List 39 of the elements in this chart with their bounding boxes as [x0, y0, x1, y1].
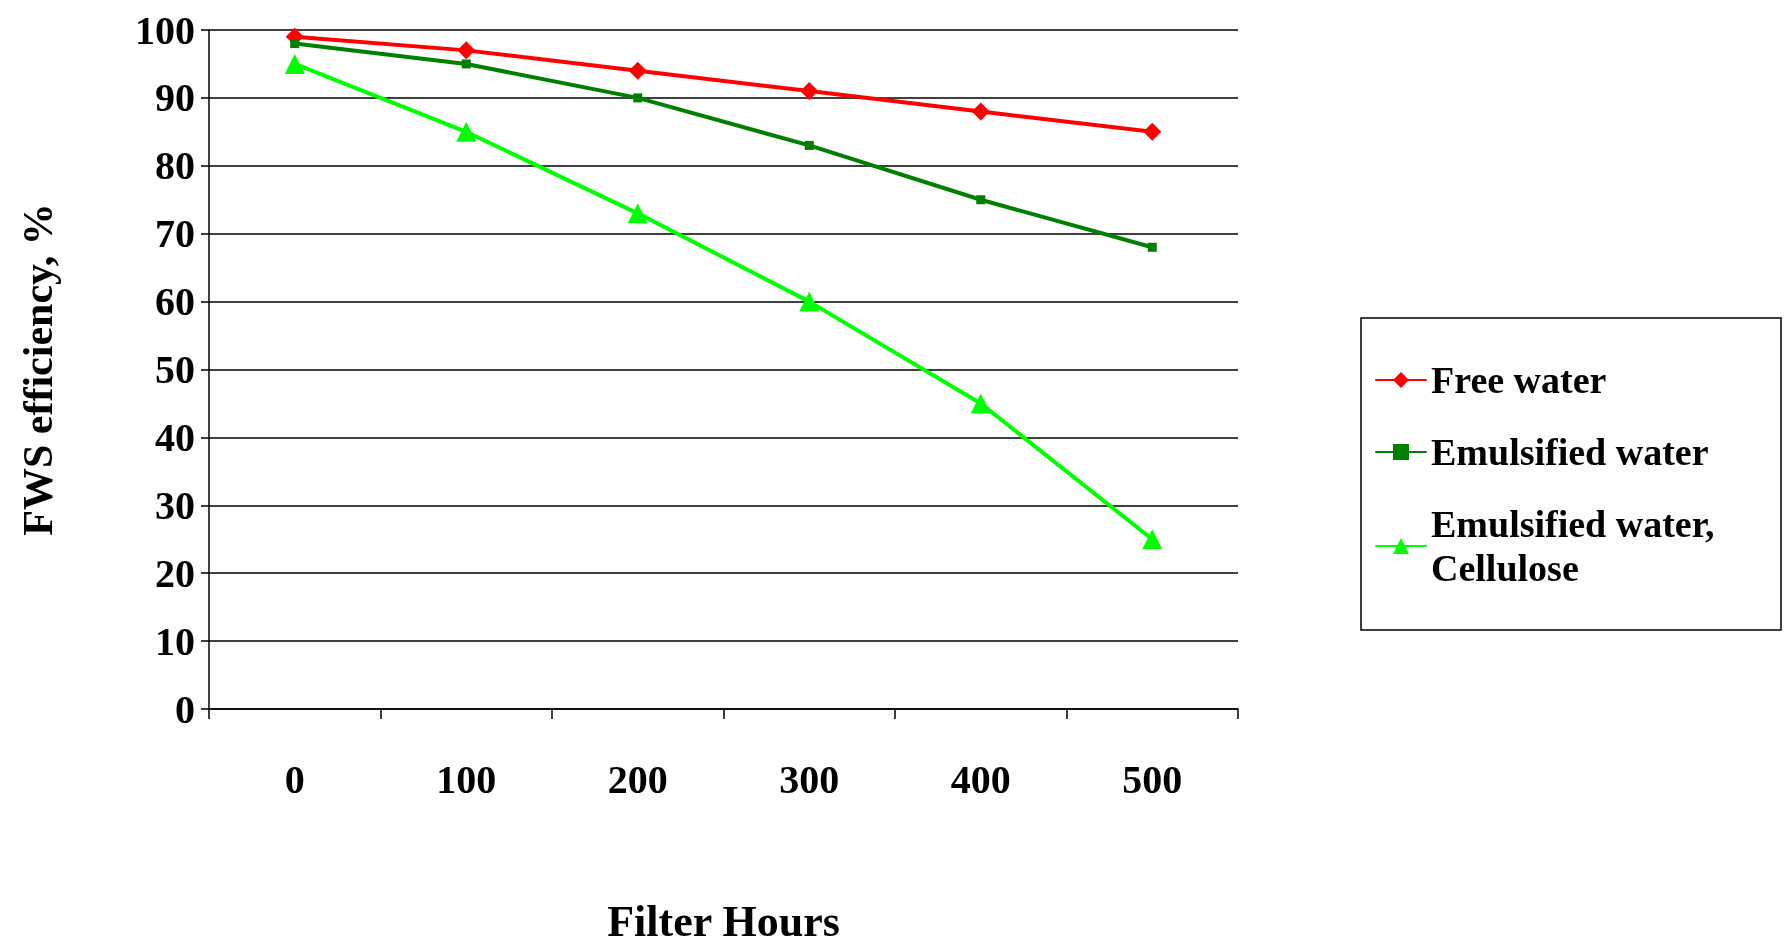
point: [976, 195, 986, 205]
x-tick-label: 300: [779, 756, 840, 802]
point: [627, 203, 648, 224]
legend-label: Emulsified water, Cellulose: [1431, 503, 1725, 589]
y-tick-label: 40: [155, 414, 195, 460]
point: [461, 59, 471, 69]
legend-label: Free water: [1431, 359, 1607, 401]
x-axis-title: Filter Hours: [607, 896, 840, 946]
point: [633, 93, 643, 103]
point: [1142, 529, 1163, 550]
y-tick-label: 30: [155, 482, 195, 528]
y-tick-label: 0: [175, 686, 195, 732]
x-tick-label: 200: [607, 756, 668, 802]
point: [628, 61, 647, 80]
y-tick-label: 80: [155, 143, 195, 189]
y-tick-label: 20: [155, 550, 195, 596]
x-tick-label: 0: [284, 756, 305, 802]
y-tick-label: 50: [155, 347, 195, 392]
y-tick-label: 70: [155, 211, 195, 257]
x-tick-label: 400: [950, 756, 1011, 802]
point: [970, 393, 991, 414]
point: [800, 82, 819, 101]
y-tick-label: 90: [155, 75, 195, 121]
x-tick-label: 100: [436, 756, 497, 802]
y-tick-label: 60: [155, 279, 195, 325]
y-axis-title: FWS efficiency, %: [15, 203, 61, 536]
x-tick-label: 500: [1122, 756, 1183, 802]
y-tick-label: 100: [135, 7, 195, 53]
legend-label: Emulsified water: [1431, 431, 1709, 473]
point: [1147, 242, 1157, 252]
point: [456, 121, 477, 142]
point: [1143, 122, 1162, 141]
point: [971, 102, 990, 121]
point: [804, 140, 814, 150]
point: [457, 41, 476, 60]
point: [284, 53, 305, 74]
point: [799, 291, 820, 312]
y-tick-label: 10: [155, 618, 195, 664]
point: [290, 39, 300, 49]
